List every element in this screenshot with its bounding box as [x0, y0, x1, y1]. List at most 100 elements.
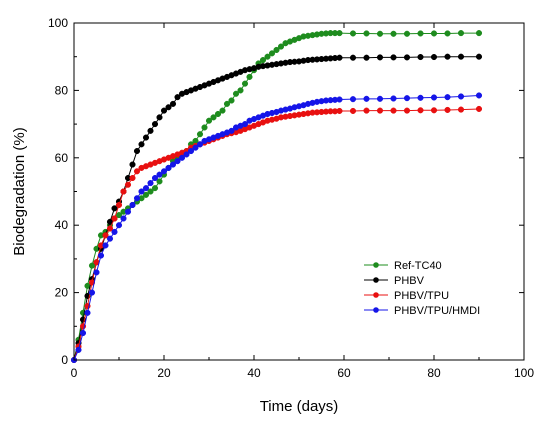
data-point	[183, 151, 190, 158]
data-point	[363, 107, 370, 114]
data-point	[246, 73, 253, 80]
y-tick-label: 40	[55, 218, 69, 232]
data-point	[390, 107, 397, 114]
data-point	[192, 144, 199, 151]
data-point	[75, 346, 82, 353]
y-axis-title: Biodegradation (%)	[11, 127, 28, 255]
x-tick-label: 80	[427, 366, 441, 380]
data-point	[138, 141, 145, 148]
data-point	[376, 95, 384, 102]
data-point	[102, 242, 109, 249]
data-point	[129, 201, 136, 209]
data-point	[349, 30, 357, 37]
data-point	[430, 53, 438, 61]
data-point	[457, 106, 465, 113]
data-point	[430, 30, 438, 37]
data-point	[142, 191, 150, 198]
data-point	[138, 188, 145, 195]
data-point	[430, 107, 438, 114]
data-point	[115, 222, 123, 229]
data-point	[228, 127, 235, 134]
axes-layer: 0 20 40 60 80 100 0 20 40 60 80 100	[48, 16, 534, 380]
data-point	[363, 95, 370, 102]
data-point	[417, 53, 424, 61]
data-point	[349, 107, 357, 115]
data-point	[120, 188, 127, 195]
data-point	[390, 54, 397, 61]
data-point	[403, 54, 411, 61]
data-point	[273, 46, 280, 54]
data-point	[259, 57, 267, 64]
data-point	[376, 107, 384, 114]
data-point	[264, 53, 271, 60]
data-point	[196, 141, 204, 148]
data-point	[349, 54, 357, 61]
data-point	[133, 168, 141, 175]
legend-swatch-marker	[373, 262, 379, 268]
y-tick-label: 0	[61, 353, 68, 367]
data-point	[457, 53, 465, 60]
x-tick-label: 0	[71, 366, 78, 380]
legend-item: PHBV	[364, 275, 425, 287]
data-point	[444, 94, 451, 101]
data-point	[111, 215, 118, 222]
data-point	[187, 148, 195, 155]
data-point	[268, 50, 276, 57]
data-point	[457, 30, 465, 37]
x-tick-label: 60	[337, 366, 351, 380]
x-tick-label: 100	[514, 366, 534, 380]
legend-label: Ref-TC40	[394, 260, 442, 272]
data-point	[201, 124, 208, 131]
data-point	[151, 121, 159, 128]
data-point	[160, 168, 168, 175]
data-point	[475, 92, 483, 99]
data-point	[376, 30, 384, 37]
data-point	[84, 309, 91, 316]
data-point	[336, 30, 343, 37]
data-point	[363, 30, 370, 37]
data-point	[475, 53, 483, 60]
legend-label: PHBV/TPU	[394, 290, 449, 302]
data-point	[390, 95, 397, 102]
data-point	[102, 232, 109, 239]
data-point	[444, 30, 451, 37]
data-point	[147, 127, 154, 134]
data-point	[124, 181, 132, 188]
data-point	[174, 94, 181, 101]
data-point	[129, 174, 136, 182]
data-point	[214, 110, 222, 118]
data-point	[475, 30, 483, 37]
data-point	[106, 225, 114, 232]
data-point	[363, 54, 370, 61]
data-point	[133, 195, 141, 202]
data-point	[165, 104, 172, 111]
data-point	[97, 252, 105, 259]
data-point	[93, 269, 100, 276]
data-point	[165, 164, 172, 171]
data-point	[417, 94, 424, 101]
x-tick-label: 40	[247, 366, 261, 380]
data-point	[228, 97, 235, 104]
data-point	[106, 235, 114, 242]
data-point	[142, 134, 150, 141]
legend-label: PHBV/TPU/HMDI	[394, 305, 480, 317]
data-point	[156, 114, 163, 121]
data-point	[390, 30, 397, 37]
data-point	[88, 262, 96, 269]
data-point	[444, 53, 451, 60]
data-point	[210, 114, 217, 121]
legend: Ref-TC40 PHBV PHBV/TPU PHBV/TPU/HMDI	[364, 260, 480, 317]
data-point	[444, 106, 451, 113]
data-point	[417, 107, 424, 114]
data-point	[178, 154, 186, 161]
data-point	[129, 161, 136, 168]
data-point	[277, 43, 285, 50]
data-point	[124, 208, 132, 215]
data-point	[115, 201, 123, 209]
data-point	[156, 171, 163, 178]
series-phbv-tpu	[70, 105, 483, 364]
data-point	[349, 96, 357, 103]
data-point	[403, 107, 411, 114]
